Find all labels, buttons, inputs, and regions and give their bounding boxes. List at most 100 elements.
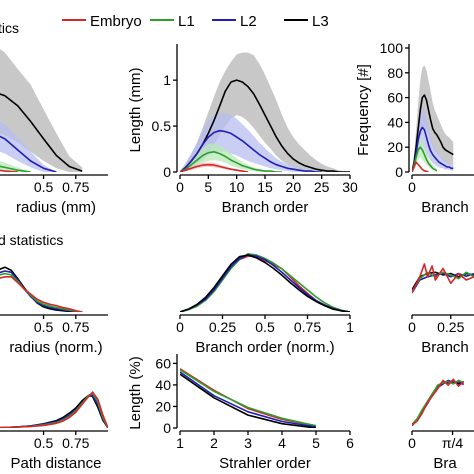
series-line-embryo (180, 368, 317, 427)
y-tick-label: 0 (163, 420, 171, 436)
plot-area (412, 263, 474, 294)
x-tick-label: 0 (408, 319, 416, 335)
band-l2 (180, 113, 322, 172)
legend-label: L3 (312, 13, 329, 30)
x-tick-label: 6 (346, 435, 354, 451)
x-axis-label: Branch (421, 339, 469, 356)
x-tick-label: 0.75 (62, 319, 89, 335)
series-line-embryo (180, 255, 350, 312)
panel-branch_angle: 0 π/4 Bra (408, 378, 474, 472)
x-tick-label: 0.5 (34, 435, 54, 451)
series-line-embryo (0, 275, 83, 312)
x-tick-label: 5 (312, 435, 320, 451)
legend-item-l1: L1 (150, 13, 195, 30)
series-line-embryo (412, 378, 465, 426)
legend-label: L2 (240, 13, 257, 30)
panel-branch_freq: 0 Branch 0 20 40 60 80 100 Frequency [#] (355, 40, 474, 216)
x-tick-label: 0 (176, 179, 184, 195)
plot-area (180, 368, 317, 428)
x-tick-label: 1 (176, 435, 184, 451)
x-tick-label: 20 (286, 179, 302, 195)
x-tick-label: 2 (210, 435, 218, 451)
x-tick-label: 0.5 (255, 319, 275, 335)
series-line-l3 (180, 373, 317, 428)
y-tick-label: 60 (387, 90, 403, 106)
band-l1 (180, 143, 282, 172)
x-tick-label: 30 (342, 179, 358, 195)
y-tick-label: 80 (387, 65, 403, 81)
series-line-l2 (412, 126, 454, 172)
plot-area (0, 266, 83, 312)
plot-area (412, 378, 465, 427)
legend-label: L1 (178, 13, 195, 30)
y-axis-label: Length (%) (127, 356, 144, 429)
x-tick-label: 0.25 (437, 319, 464, 335)
section-label-middle: d statistics (0, 232, 63, 248)
x-tick-label: 0.5 (34, 179, 54, 195)
series-line-embryo (412, 263, 474, 294)
x-tick-label: 0.75 (62, 435, 89, 451)
y-tick-label: 60 (155, 355, 171, 371)
x-tick-label: 0 (176, 319, 184, 335)
band-l3 (180, 52, 350, 172)
x-axis-label: Path distance (11, 455, 102, 472)
series-line-l1 (412, 271, 474, 292)
series-line-l2 (0, 270, 83, 312)
x-tick-label: 0.75 (62, 179, 89, 195)
legend-item-l2: L2 (212, 13, 257, 30)
legend-item-l3: L3 (284, 13, 329, 30)
x-tick-label: 0 (408, 435, 416, 451)
series-line-l2 (180, 371, 317, 428)
x-axis-label: Bra (433, 455, 457, 472)
x-tick-label: π/4 (442, 435, 464, 451)
section-label-top: tics (0, 20, 19, 36)
x-tick-label: 0.25 (209, 319, 236, 335)
x-tick-label: 0.5 (34, 319, 54, 335)
series-line-embryo (412, 161, 429, 172)
x-tick-label: 0.75 (294, 319, 321, 335)
series-line-l1 (180, 369, 317, 427)
series-line-l1 (412, 146, 438, 172)
plot-area (412, 65, 454, 172)
y-axis-label: Length (mm) (127, 67, 144, 152)
series-line-l2 (0, 135, 57, 172)
y-tick-label: 0 (395, 164, 403, 180)
y-tick-label: 1 (163, 72, 171, 88)
x-axis-label: Branch order (222, 199, 309, 216)
series-line-l3 (0, 93, 83, 172)
x-tick-label: 3 (244, 435, 252, 451)
series-line-l3 (412, 94, 454, 172)
panel-branch_order_norm: 0 0.25 0.5 0.75 1 Branch order (norm.) (176, 253, 354, 356)
x-axis-label: Branch order (norm.) (195, 339, 334, 356)
y-tick-label: 20 (155, 398, 171, 414)
x-axis-label: Branch (421, 199, 469, 216)
x-tick-label: 1 (346, 319, 354, 335)
series-line-l1 (180, 253, 350, 312)
x-tick-label: 4 (278, 435, 286, 451)
panel-radius_norm: 0.5 0.75 radius (norm.) (0, 266, 108, 356)
plot-area (0, 49, 83, 172)
panel-branch_order_abs: 0 5 10 15 20 25 30 Branch order 0 0.5 1 Length (mm) (127, 44, 358, 216)
y-tick-label: 40 (387, 114, 403, 130)
series-line-embryo (0, 169, 18, 172)
series-line-l1 (180, 151, 282, 172)
y-tick-label: 100 (380, 40, 404, 56)
panel-branch_angle_partial: 0 0.25 Branch (408, 263, 474, 356)
plot-area (180, 253, 350, 312)
panel-path_distance: 0.5 0.75 Path distance (0, 391, 108, 472)
y-axis-label: Frequency [#] (355, 64, 372, 156)
x-tick-label: 5 (204, 179, 212, 195)
legend: Embryo L1 L2 L3 (62, 13, 329, 30)
series-line-l1 (0, 272, 83, 312)
legend-item-embryo: Embryo (62, 13, 142, 30)
series-line-embryo (180, 163, 249, 172)
x-tick-label: 10 (229, 179, 245, 195)
x-axis-label: Strahler order (219, 455, 311, 472)
panel-strahler: 1 2 3 4 5 6 Strahler order 0 20 40 60 Length (%) (127, 354, 354, 472)
series-line-l2 (180, 129, 322, 172)
series-line-l1 (0, 165, 31, 172)
series-line-l3 (180, 254, 350, 312)
plot-area (180, 52, 350, 172)
y-tick-label: 40 (155, 377, 171, 393)
plot-area (0, 391, 108, 428)
